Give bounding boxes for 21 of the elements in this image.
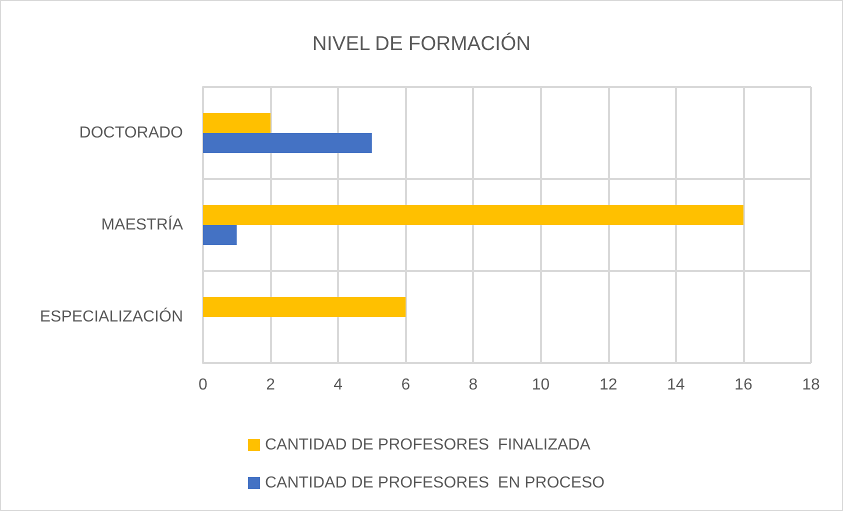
x-tick-label: 14 <box>666 376 685 394</box>
chart-title: NIVEL DE FORMACIÓN <box>312 32 531 55</box>
x-tick-label: 4 <box>334 376 343 394</box>
x-tick-label: 8 <box>468 376 478 394</box>
bar <box>203 297 406 317</box>
x-tick-label: 16 <box>734 376 752 394</box>
x-tick-label: 10 <box>532 376 550 394</box>
x-tick-label: 12 <box>599 376 618 394</box>
bar <box>203 113 271 133</box>
x-tick-label: 6 <box>401 376 410 394</box>
bar <box>203 205 744 225</box>
y-tick-label: DOCTORADO <box>79 124 183 142</box>
bar <box>203 133 372 153</box>
y-tick-label: ESPECIALIZACIÓN <box>40 308 183 326</box>
y-tick-label: MAESTRÍA <box>101 216 184 234</box>
x-tick-label: 18 <box>802 376 820 394</box>
x-tick-label: 2 <box>266 376 276 394</box>
bar <box>203 225 237 245</box>
legend-label: CANTIDAD DE PROFESORES EN PROCESO <box>265 474 605 492</box>
x-tick-label: 0 <box>198 376 208 394</box>
legend-label: CANTIDAD DE PROFESORES FINALIZADA <box>265 436 591 454</box>
